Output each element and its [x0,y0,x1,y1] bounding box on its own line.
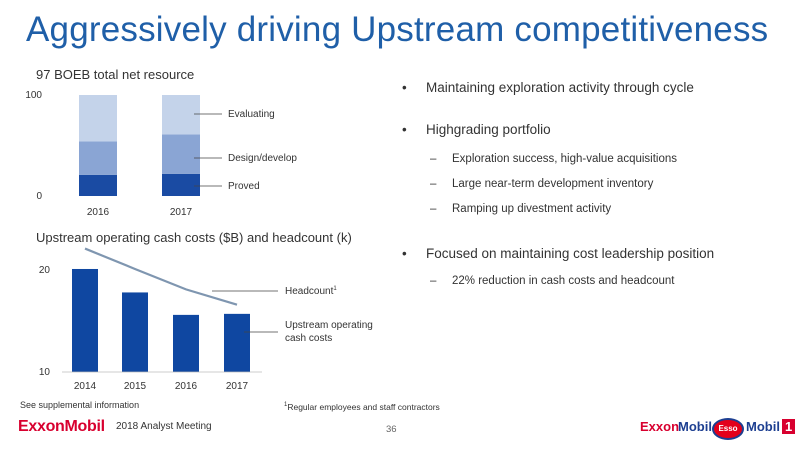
legend-headcount-name: Headcount [285,286,334,297]
exxonmobil-logo: ExxonMobil [18,418,105,435]
bar-cash-costs-2017 [224,313,250,372]
bar-evaluating-2016 [79,95,117,142]
chart1-title: 97 BOEB total net resource [36,67,195,82]
x-tick-label: 2015 [124,381,147,392]
legend-label: Proved [228,181,260,192]
bullet-item: Ramping up divestment activity [400,203,611,215]
bar-proved-2017 [162,173,200,196]
bar-evaluating-2017 [162,95,200,135]
legend-label: Evaluating [228,109,275,120]
bar-cash-costs-2015 [122,292,148,372]
chart2-title: Upstream operating cash costs ($B) and h… [36,230,352,245]
x-tick-label: 2014 [74,381,97,392]
legend-label: Design/develop [228,153,297,164]
y-tick-label: 10 [39,367,51,378]
cash-costs-bar-chart: 2014 2015 2016 2017 10 20 Headcount1 Upstream o… [39,247,373,392]
mobil1-word: Mobil [746,419,780,434]
bar-cash-costs-2014 [72,268,98,372]
bullet-item: Highgrading portfolio [400,122,551,137]
resource-stacked-bar-chart: 2016 2017 0 100 Proved Design/develop Evaluati… [25,90,297,218]
page-number: 36 [386,424,397,435]
supplemental-note: See supplemental information [20,400,140,410]
footnote: 1Regular employees and staff contractors [284,402,440,412]
bullet-item: Exploration success, high-value acquisit… [400,153,677,165]
legend-label-cash-costs-line1: Upstream operating [285,320,373,331]
meeting-label: 2018 Analyst Meeting [116,421,212,432]
exxon-logo: Exxon [640,419,680,434]
x-tick-label: 2017 [170,207,193,218]
bar-proved-2016 [79,174,117,196]
mobil1-logo: Mobil 1 [746,419,796,434]
footnote-mark: 1 [284,402,288,409]
bar-cash-costs-2016 [173,314,199,372]
bar-design-develop-2017 [162,134,200,174]
bullet-item: Maintaining exploration activity through… [400,80,694,95]
esso-logo: Esso [712,418,744,440]
mobil1-one: 1 [781,419,796,434]
legend-label-headcount: Headcount1 [285,286,337,297]
x-tick-label: 2016 [87,207,110,218]
x-tick-label: 2016 [175,381,198,392]
bullet-item: Large near-term development inventory [400,178,653,190]
headcount-line [84,247,238,306]
legend-headcount-sup: 1 [333,286,337,292]
bullet-item: Focused on maintaining cost leadership p… [400,246,714,261]
x-tick-label: 2017 [226,381,249,392]
footnote-text: Regular employees and staff contractors [287,402,440,412]
bar-design-develop-2016 [79,141,117,175]
mobil-logo: Mobil [678,419,712,434]
legend-label-cash-costs-line2: cash costs [285,333,332,344]
bullet-item: 22% reduction in cash costs and headcoun… [400,275,674,287]
y-tick-label: 100 [25,90,42,101]
y-tick-label: 0 [36,191,42,202]
slide-title: Aggressively driving Upstream competitiv… [26,10,769,49]
y-tick-label: 20 [39,265,51,276]
